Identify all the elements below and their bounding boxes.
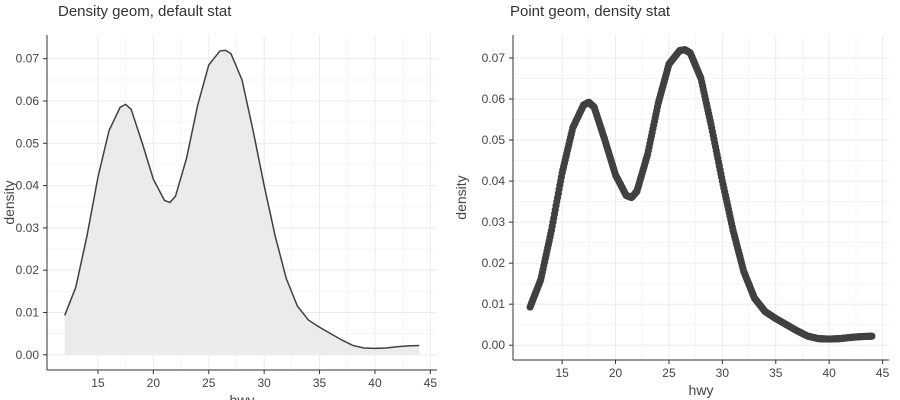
y-tick-label: 0.03 <box>482 215 506 229</box>
x-tick-label: 25 <box>662 366 676 380</box>
point-grid <box>513 35 889 360</box>
y-tick-label: 0.01 <box>482 297 506 311</box>
point-geom-panel: 15 20 25 30 35 40 45 0.00 0.01 0.02 0.03 0.04 0.05 0.… <box>453 3 890 398</box>
x-tick-label: 30 <box>716 366 730 380</box>
y-tick-label: 0.04 <box>482 174 506 188</box>
y-tick-label: 0.00 <box>482 338 506 352</box>
x-tick-label: 15 <box>91 376 105 390</box>
y-tick-label: 0.05 <box>16 136 40 150</box>
x-tick-label: 25 <box>202 376 216 390</box>
chart-title: Density geom, default stat <box>58 3 232 20</box>
y-tick-label: 0.00 <box>16 348 40 362</box>
y-tick-label: 0.06 <box>16 94 40 108</box>
chart-title: Point geom, density stat <box>510 3 671 20</box>
density-points <box>526 46 876 343</box>
x-tick-label: 15 <box>555 366 569 380</box>
x-tick-label: 30 <box>257 376 271 390</box>
x-tick-label: 40 <box>368 376 382 390</box>
x-axis-label: hwy <box>689 382 714 398</box>
y-axis-label: density <box>1 180 17 224</box>
y-axis-label: density <box>453 175 469 219</box>
x-tick-label: 45 <box>424 376 438 390</box>
x-tick-label: 35 <box>769 366 783 380</box>
y-tick-label: 0.07 <box>16 52 40 66</box>
y-tick-label: 0.02 <box>16 263 40 277</box>
x-tick-label: 20 <box>147 376 161 390</box>
x-tick-label: 20 <box>609 366 623 380</box>
y-tick-label: 0.05 <box>482 133 506 147</box>
x-tick-label: 35 <box>313 376 327 390</box>
x-tick-label: 45 <box>876 366 890 380</box>
density-area-fill <box>64 50 420 355</box>
y-tick-label: 0.07 <box>482 51 506 65</box>
x-axis-label: hwy <box>230 392 255 400</box>
y-tick-label: 0.03 <box>16 221 40 235</box>
density-geom-panel: 15 20 25 30 35 40 45 0.00 0.01 0.02 0.03 0.04 0.05 0.… <box>1 3 437 400</box>
y-tick-label: 0.02 <box>482 256 506 270</box>
y-tick-label: 0.06 <box>482 92 506 106</box>
density-point <box>868 332 876 340</box>
y-tick-label: 0.01 <box>16 305 40 319</box>
x-tick-label: 40 <box>823 366 837 380</box>
y-tick-label: 0.04 <box>16 179 40 193</box>
density-curve-line <box>64 49 420 350</box>
